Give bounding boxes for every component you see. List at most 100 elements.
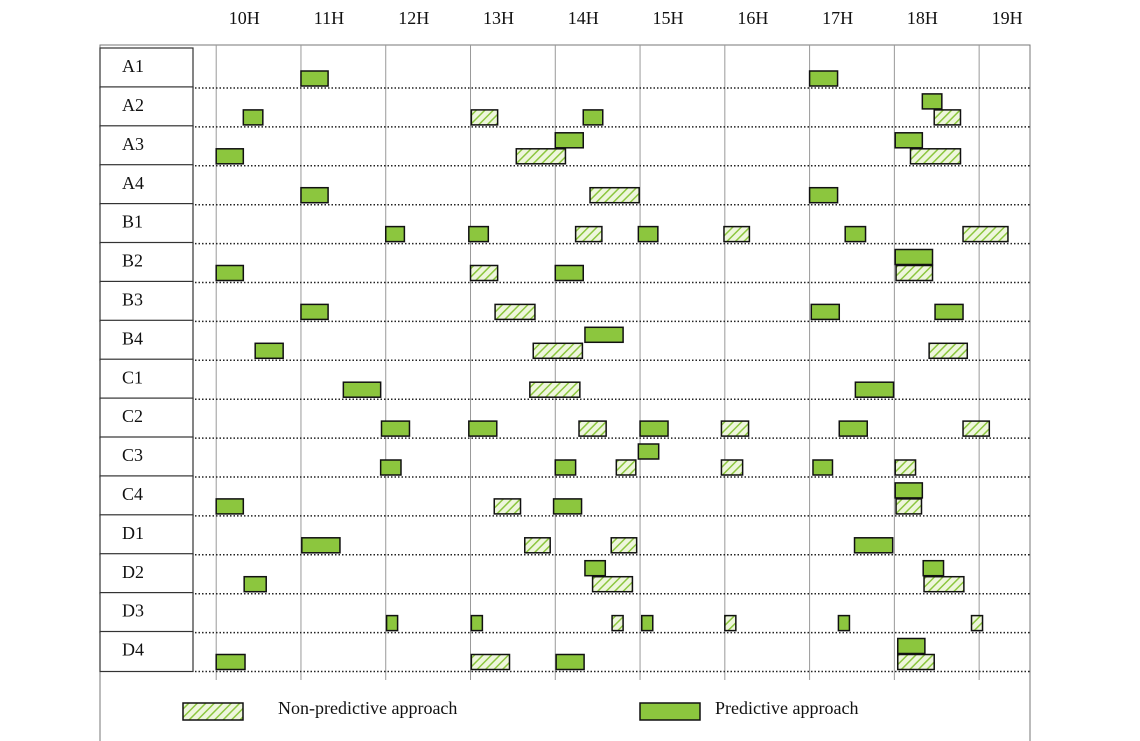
row-label: C1 [122,367,143,387]
row-label-box [99,397,194,439]
predictive-bar [897,637,926,655]
row-label: B4 [122,328,143,348]
predictive-bar [301,537,341,554]
row-label-box [99,47,194,89]
row-label-box [99,125,194,167]
x-tick-label: 11H [314,8,344,28]
predictive-bar [380,420,411,437]
x-tick-label: 17H [822,8,853,28]
non-predictive-bar [923,575,965,593]
predictive-bar [584,559,607,577]
row-label-box [99,280,194,322]
non-predictive-bar [494,303,536,321]
row-label: B3 [122,290,143,310]
non-predictive-bar [962,225,1009,243]
predictive-bar [384,225,406,243]
predictive-bar [894,482,924,499]
predictive-bar [552,498,583,515]
x-tick-label: 13H [483,8,514,28]
non-predictive-bar [574,225,603,243]
x-tick-label: 15H [653,8,684,28]
row-label: A4 [122,173,144,193]
predictive-bar [215,498,245,515]
non-predictive-bar [524,537,551,554]
x-tick-label: 12H [398,8,429,28]
row-label-box [99,630,194,673]
non-predictive-bar [928,342,969,360]
non-predictive-bar [611,614,624,632]
non-predictive-bar [970,614,984,632]
predictive-bar [215,653,246,671]
row-label-box [99,203,194,245]
non-predictive-bar [720,420,750,437]
row-label: A1 [122,56,144,76]
non-predictive-bar [895,264,934,282]
non-predictive-bar [894,459,917,476]
predictive-bar [921,93,943,110]
predictive-bar [854,381,895,398]
predictive-bar [838,420,868,437]
non-predictive-bar [610,537,638,554]
non-predictive-bar [723,225,751,243]
predictive-bar [844,225,867,243]
predictive-bar [808,70,839,87]
predictive-bar [342,381,382,398]
predictive-bar [242,109,264,126]
row-label-box [99,241,194,284]
predictive-bar [582,109,604,126]
predictive-bar [584,326,624,344]
non-predictive-bar [469,264,499,282]
non-predictive-bar [962,420,991,437]
row-label: B1 [122,212,143,232]
row-label: C2 [122,406,143,426]
non-predictive-bar [897,653,935,671]
non-predictive-bar [615,459,637,476]
row-label-box [99,319,194,361]
non-predictive-bar [591,575,634,593]
non-predictive-bar [720,459,744,476]
row-label: D3 [122,601,144,621]
row-label-box [99,436,194,478]
predictive-bar [812,459,834,476]
predictive-bar [243,575,267,593]
predictive-bar [554,459,577,476]
predictive-bar [554,132,585,149]
predictive-bar [637,225,659,243]
predictive-bar [894,132,924,149]
non-predictive-bar [589,186,640,204]
row-label-box [99,86,194,128]
row-label-box [99,514,194,556]
row-label-box [99,358,194,400]
x-tick-label: 14H [568,8,599,28]
predictive-bar [922,559,945,577]
predictive-bar [379,459,402,476]
non-predictive-bar [470,653,511,671]
predictive-bar [554,264,585,282]
legend-label: Non-predictive approach [278,698,457,718]
predictive-bar [385,614,399,632]
predictive-bar [808,186,839,204]
non-predictive-bar [895,498,923,515]
predictive-bar [470,614,484,632]
predictive-bar [468,420,498,437]
predictive-bar [300,186,329,204]
row-label-box [99,164,194,206]
predictive-bar [640,614,654,632]
predictive-bar [810,303,841,321]
legend-swatch [639,702,701,721]
predictive-bar [215,264,245,282]
non-predictive-bar [724,614,737,632]
row-label: D1 [122,523,144,543]
predictive-bar [254,342,284,360]
row-label-box [99,591,194,634]
row-label-box [99,475,194,517]
predictive-bar [934,303,964,321]
non-predictive-bar [470,109,499,126]
non-predictive-bar [909,148,962,165]
x-tick-label: 16H [737,8,768,28]
row-label: C3 [122,445,143,465]
row-label: C4 [122,484,143,504]
predictive-bar [639,420,669,437]
x-tick-label: 10H [229,8,260,28]
